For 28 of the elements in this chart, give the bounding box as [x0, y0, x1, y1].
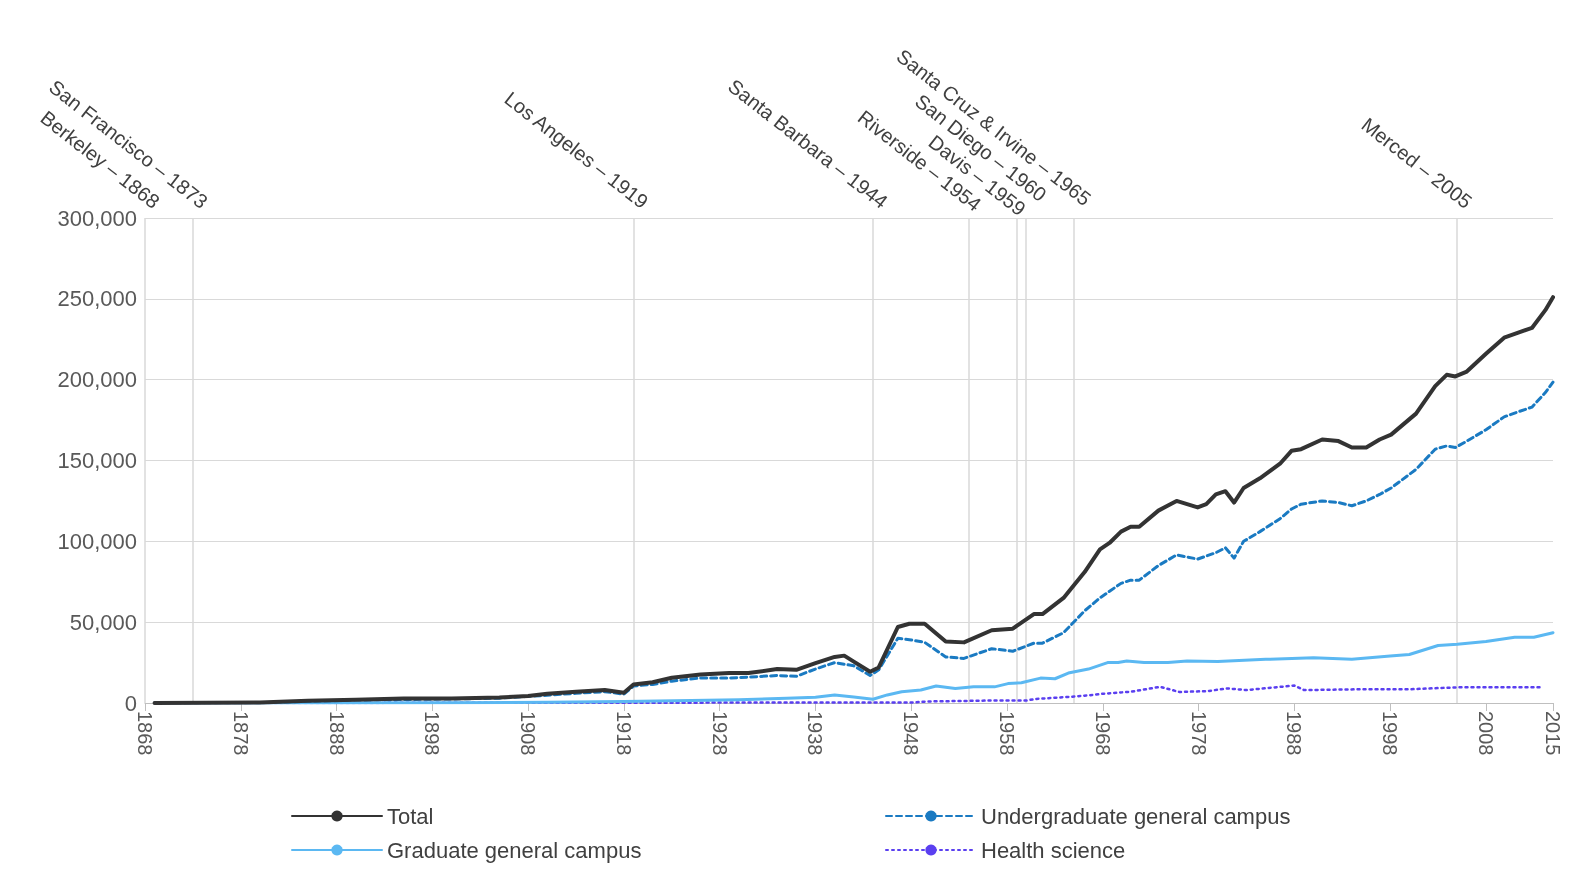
x-tick-label: 1938: [804, 711, 827, 756]
y-tick-label: 300,000: [57, 205, 137, 231]
y-tick-label: 200,000: [57, 367, 137, 393]
x-tick-label: 1978: [1187, 711, 1210, 756]
x-tick-label: 1988: [1283, 711, 1306, 756]
x-tick-label: 2015: [1542, 711, 1564, 756]
x-tick-label: 1918: [612, 711, 635, 756]
legend-label: Graduate general campus: [387, 837, 642, 863]
legend-label: Undergraduate general campus: [981, 803, 1291, 829]
legend-label: Health science: [981, 837, 1126, 863]
x-tick-label: 1958: [996, 711, 1019, 756]
x-tick-label: 1888: [325, 711, 348, 756]
legend-label: Total: [387, 803, 434, 829]
x-tick-label: 1898: [421, 711, 444, 756]
y-tick-label: 250,000: [57, 286, 137, 312]
x-tick-label: 1868: [134, 711, 156, 756]
x-tick-label: 1968: [1091, 711, 1114, 756]
x-tick-label: 1998: [1379, 711, 1402, 756]
x-tick-label: 1908: [517, 711, 540, 756]
x-tick-label: 2008: [1474, 711, 1497, 756]
y-tick-label: 50,000: [69, 609, 137, 635]
x-tick-label: 1878: [229, 711, 252, 756]
y-tick-label: 0: [124, 690, 137, 716]
y-tick-label: 100,000: [57, 528, 137, 554]
line-series: [152, 295, 1555, 705]
y-tick-label: 150,000: [57, 448, 137, 473]
x-tick-label: 1948: [900, 711, 923, 756]
x-tick-label: 1928: [708, 711, 731, 756]
